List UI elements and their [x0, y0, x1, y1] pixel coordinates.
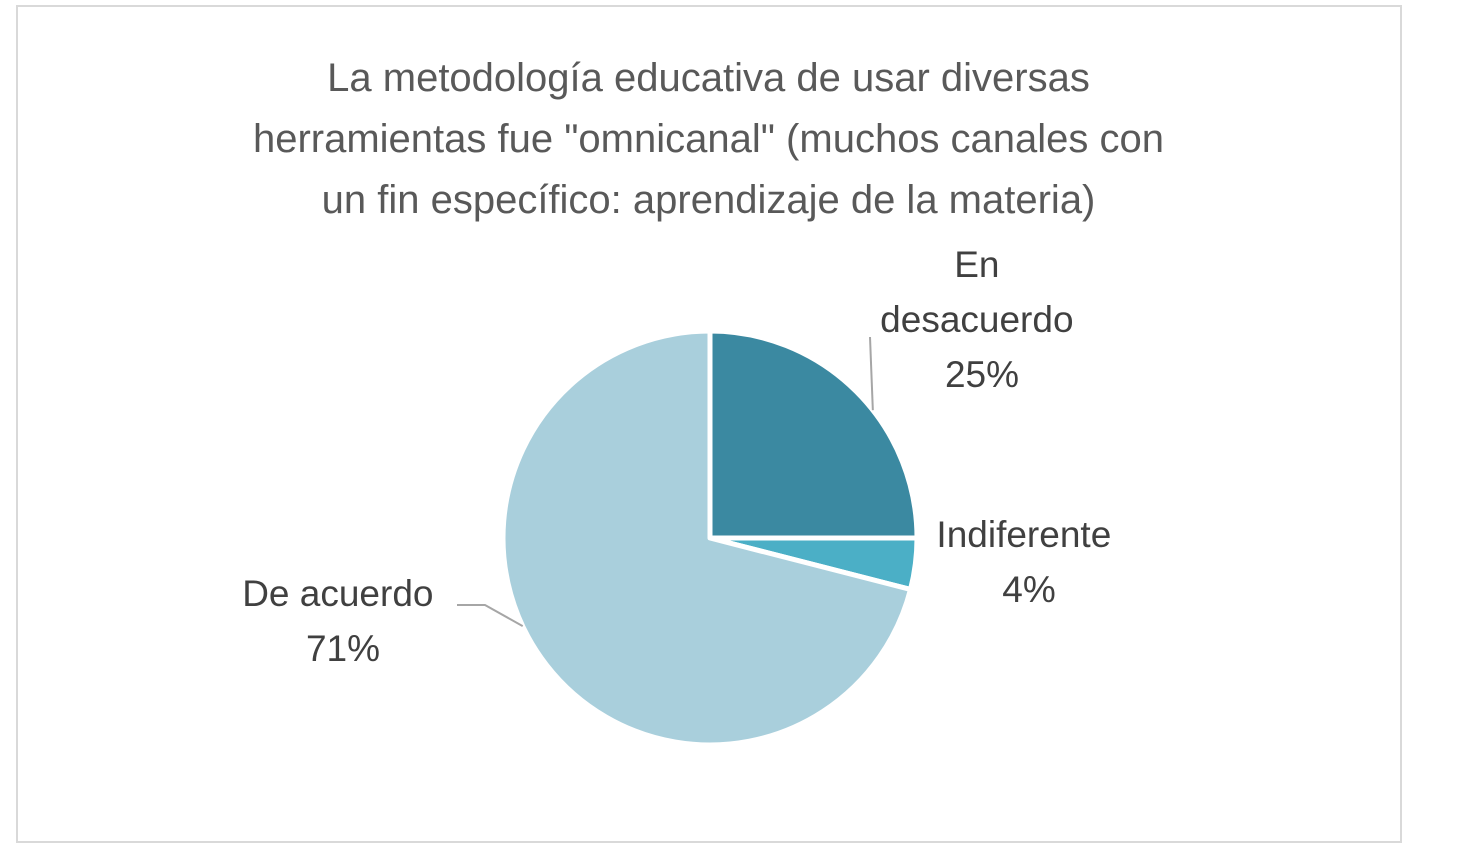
- label-de-acuerdo: De acuerdo 71%: [242, 573, 444, 669]
- chart-title: La metodología educativa de usar diversa…: [0, 48, 1417, 231]
- chart-title-line-1: La metodología educativa de usar diversa…: [327, 56, 1090, 100]
- leader-lines: [457, 336, 874, 627]
- label-en-desacuerdo: En desacuerdo 25%: [880, 244, 1084, 395]
- label-en-desacuerdo-percent: 25%: [945, 354, 1019, 395]
- leader-line-de-acuerdo: [457, 604, 524, 627]
- label-indiferente-percent: 4%: [1002, 569, 1055, 610]
- label-de-acuerdo-line-1: De acuerdo: [242, 573, 433, 614]
- pie-slice-de-acuerdo: [500, 328, 913, 748]
- chart-title-line-3: un fin específico: aprendizaje de la mat…: [321, 178, 1096, 222]
- label-indiferente: Indiferente 4%: [936, 514, 1121, 610]
- chart-title-line-2: herramientas fue "omnicanal" (muchos can…: [252, 117, 1165, 161]
- label-de-acuerdo-percent: 71%: [306, 628, 380, 669]
- label-en-desacuerdo-line-2: desacuerdo: [880, 299, 1073, 340]
- label-indiferente-line-1: Indiferente: [936, 514, 1111, 555]
- label-en-desacuerdo-line-1: En: [954, 244, 999, 285]
- leader-line-en-desacuerdo: [869, 336, 874, 411]
- slice-labels: En desacuerdo 25% Indiferente 4% De acue…: [242, 244, 1121, 669]
- pie-slice-en-desacuerdo: [707, 328, 920, 541]
- pie-slices: [500, 328, 920, 748]
